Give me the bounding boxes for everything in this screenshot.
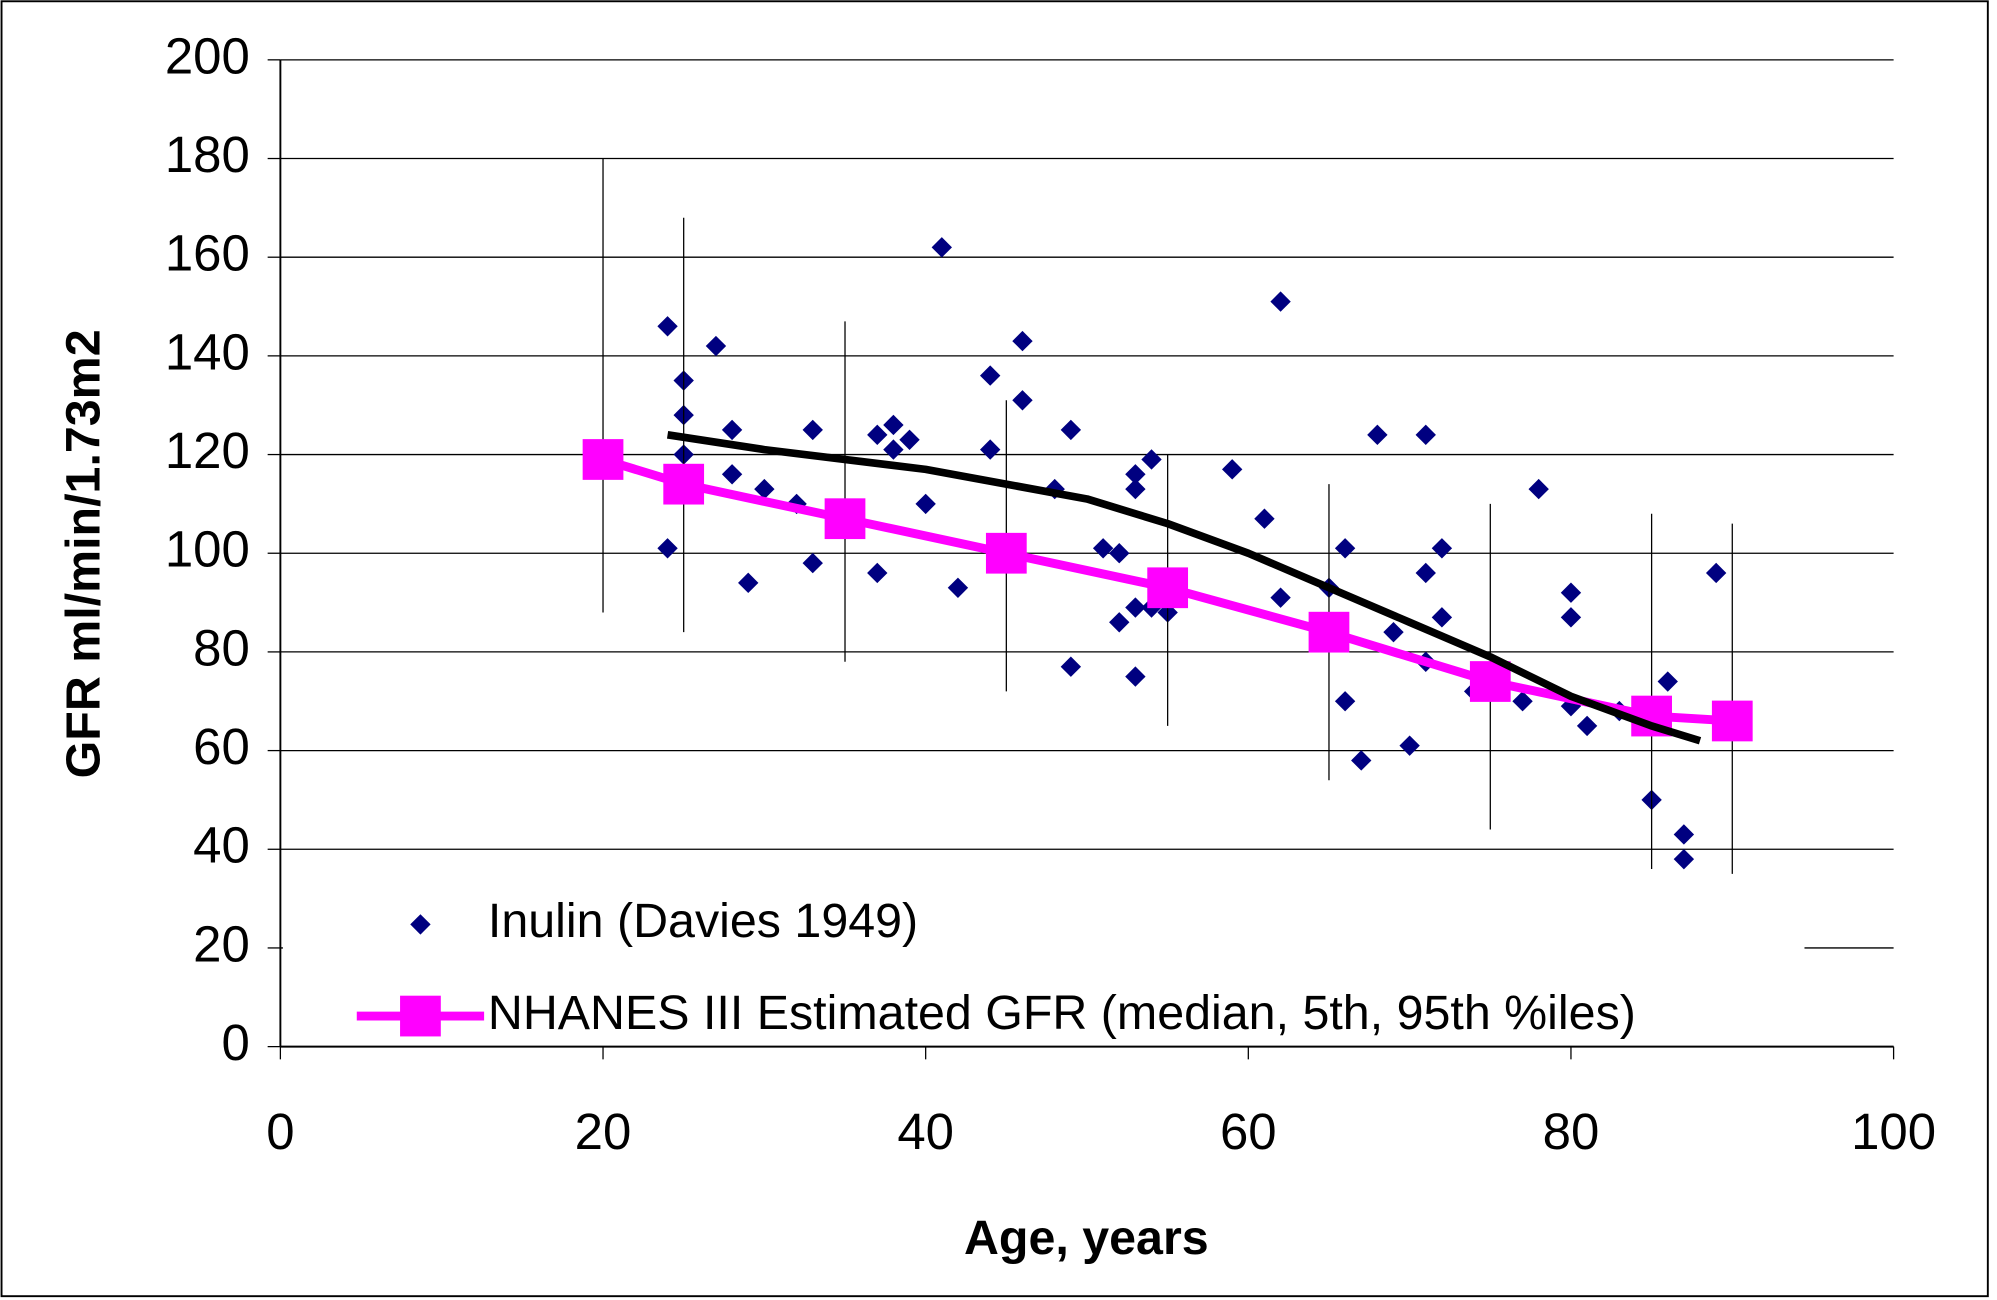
- legend-label: NHANES III Estimated GFR (median, 5th, 9…: [488, 986, 1636, 1040]
- data-point: [1431, 607, 1453, 628]
- data-point: [400, 995, 441, 1037]
- data-point: [1308, 611, 1350, 653]
- data-point: [1528, 478, 1549, 500]
- y-tick-label: 60: [193, 718, 250, 775]
- data-point: [883, 414, 904, 436]
- y-tick-label: 40: [193, 817, 250, 874]
- data-point: [1060, 656, 1082, 677]
- data-point: [915, 493, 936, 515]
- x-tick-label: 80: [1543, 1103, 1600, 1160]
- y-tick-label: 120: [165, 422, 250, 479]
- data-point: [582, 439, 624, 480]
- y-tick-label: 80: [193, 619, 250, 676]
- x-axis-title: Age, years: [964, 1211, 1209, 1265]
- y-tick-label: 100: [165, 521, 250, 578]
- data-point: [705, 335, 727, 357]
- data-point: [931, 237, 952, 258]
- trend-line: [666, 431, 1702, 745]
- data-point: [883, 439, 904, 460]
- x-tick-label: 100: [1851, 1103, 1936, 1160]
- data-point: [754, 478, 775, 500]
- data-point: [1673, 824, 1695, 845]
- y-tick-label: 20: [193, 915, 250, 972]
- y-tick-label: 140: [165, 323, 250, 380]
- legend-label: Inulin (Davies 1949): [488, 894, 918, 948]
- data-point: [1060, 419, 1082, 441]
- x-tick-label: 0: [266, 1103, 294, 1160]
- data-point: [1705, 562, 1727, 584]
- data-point: [1560, 582, 1582, 603]
- x-tick-label: 20: [575, 1103, 632, 1160]
- data-point: [721, 419, 743, 441]
- plot: [582, 158, 1753, 899]
- data-point: [1673, 848, 1695, 870]
- data-point: [1334, 691, 1356, 712]
- x-tick-label: 40: [897, 1103, 954, 1160]
- data-point: [1560, 607, 1582, 628]
- data-point: [1711, 700, 1753, 742]
- data-point: [657, 538, 678, 559]
- legend-box: [282, 876, 1805, 1045]
- data-point: [738, 572, 759, 594]
- y-tick-label: 0: [221, 1014, 249, 1071]
- data-point: [1367, 424, 1388, 446]
- data-point: [985, 532, 1027, 574]
- legend: Inulin (Davies 1949) NHANES III Estimated…: [282, 876, 1805, 1045]
- data-point: [1147, 567, 1189, 609]
- y-tick-label: 180: [165, 126, 250, 183]
- y-tick-label: 200: [165, 27, 250, 84]
- data-point: [824, 498, 866, 540]
- y-tick-label: 160: [165, 225, 250, 282]
- x-tick-label: 60: [1220, 1103, 1277, 1160]
- data-point: [899, 429, 920, 450]
- data-point: [721, 464, 743, 485]
- data-point: [1469, 661, 1511, 702]
- y-axis-title: GFR ml/min/1.73m2: [57, 329, 111, 778]
- data-point: [657, 316, 678, 337]
- data-point: [663, 463, 705, 505]
- data-point: [1431, 538, 1453, 559]
- data-point: [1334, 538, 1356, 559]
- data-point: [1576, 715, 1598, 737]
